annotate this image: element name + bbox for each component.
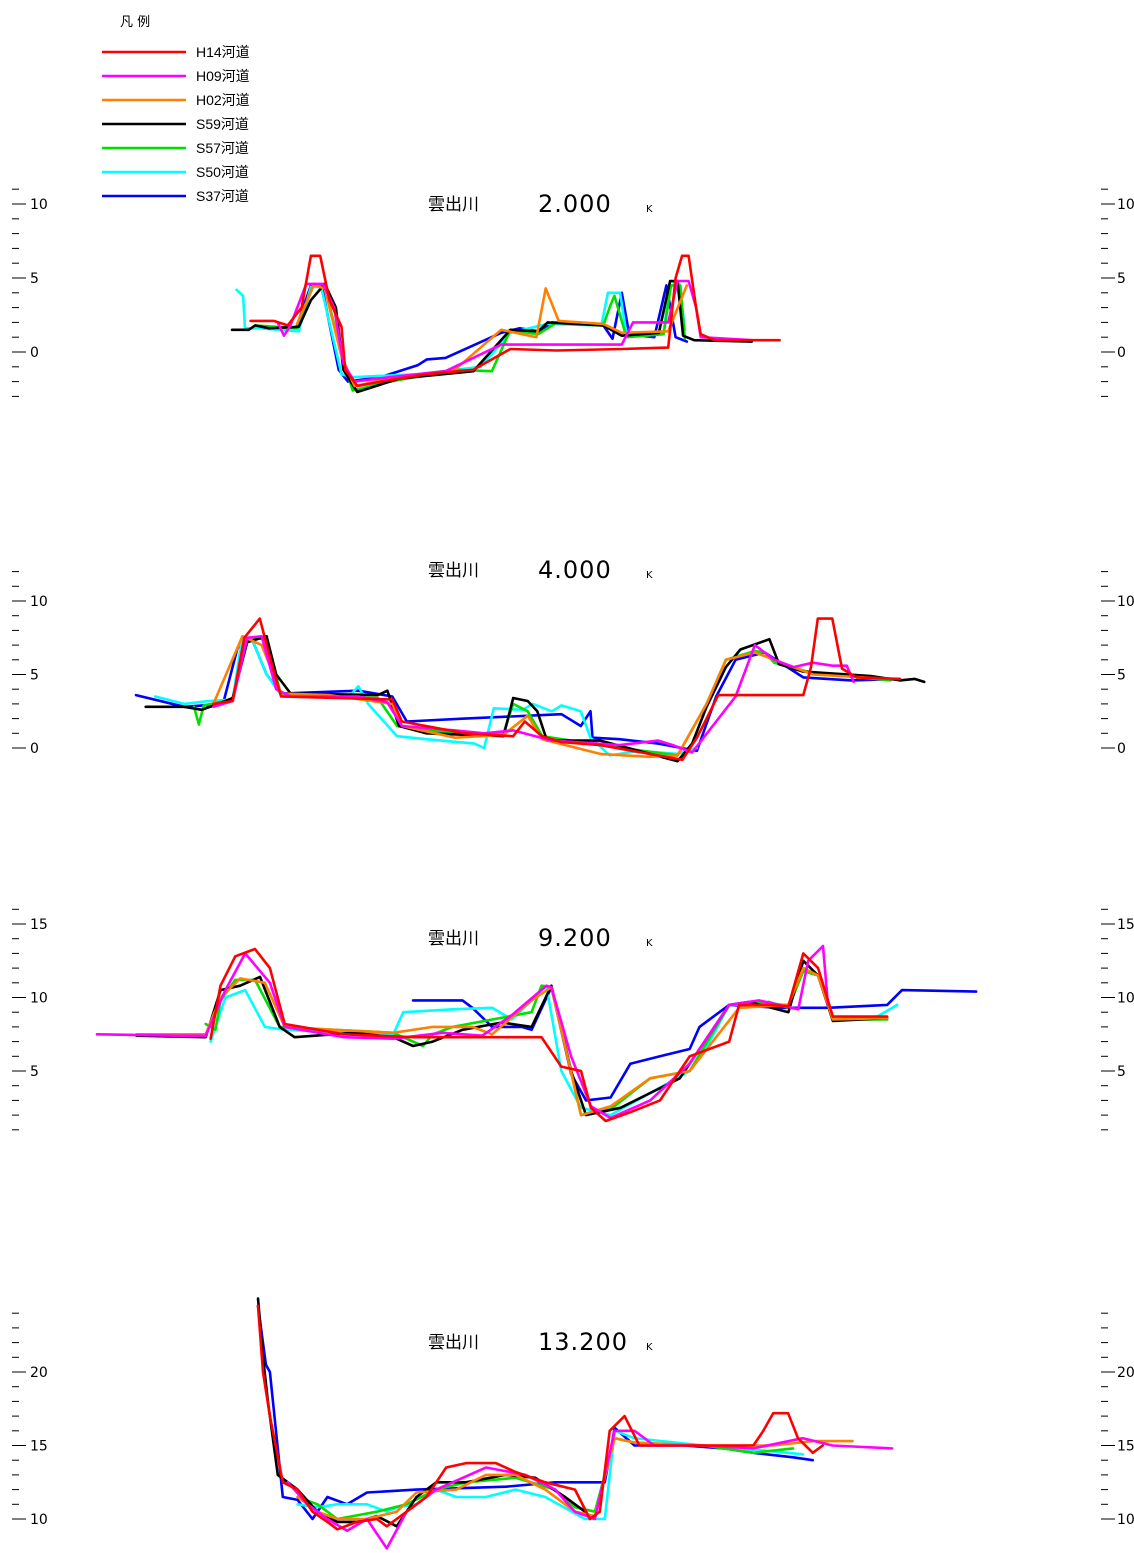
section-unit: K [646,570,653,581]
legend-label: S57河道 [196,140,249,156]
y-axis-right: 0 5 10 [1101,188,1134,397]
series-line-H09河道 [286,1429,894,1550]
y-tick-label: 5 [1117,271,1126,287]
legend-title: 凡 例 [120,15,150,30]
y-tick-label: 20 [1117,1365,1134,1381]
series-line-S37河道 [411,985,978,1102]
series-line-S37河道 [256,1304,815,1521]
y-tick-label: 5 [30,668,39,684]
y-tick-label: 5 [1117,668,1126,684]
legend-item: H02河道 [102,92,250,108]
y-tick-label: 15 [1117,917,1134,933]
legend-label: S50河道 [196,164,249,180]
y-tick-label: 5 [30,271,39,287]
cross-section-panel: 雲出川 4.000 K 0 5 10 0 5 10 [12,556,1134,763]
y-tick-label: 10 [30,197,48,213]
section-km: 4.000 [538,556,612,584]
section-unit: K [646,204,653,215]
river-name: 雲出川 [428,1333,479,1353]
legend-label: S37河道 [196,188,249,204]
y-axis-left: 0 5 10 [12,571,48,757]
series-line-H02河道 [135,966,889,1117]
legend-label: H09河道 [196,68,250,84]
y-tick-label: 10 [30,594,48,610]
y-tick-label: 10 [1117,594,1134,610]
series-group [256,1297,894,1550]
legend-items: H14河道 H09河道 H02河道 S59河道 S57河道 S50河道 S37河道 [102,44,250,204]
section-km: 9.200 [538,924,612,952]
y-axis-left: 10 15 20 [12,1312,48,1528]
y-tick-label: 10 [1117,991,1134,1007]
series-line-H09河道 [212,634,855,754]
legend-item: S59河道 [102,116,249,132]
cross-section-panel: 雲出川 2.000 K 0 5 10 0 5 10 [12,188,1134,397]
chart-panels: 雲出川 2.000 K 0 5 10 0 5 10 雲出川 4.000 K 0 5 10 0 5 10 雲出川 9.2… [12,188,1134,1550]
legend: 凡 例 H14河道 H09河道 H02河道 S59河道 S57河道 S50河道 S37河道 [102,15,250,204]
section-unit: K [646,1342,653,1353]
legend-label: H02河道 [196,92,250,108]
y-axis-left: 0 5 10 [12,188,48,397]
y-tick-label: 0 [1117,741,1126,757]
river-name: 雲出川 [428,561,479,581]
series-group [134,617,926,763]
river-name: 雲出川 [428,929,479,949]
y-tick-label: 15 [30,1439,48,1455]
series-group [95,944,978,1123]
y-tick-label: 5 [1117,1064,1126,1080]
y-tick-label: 10 [30,1512,48,1528]
y-axis-right: 0 5 10 [1101,571,1134,757]
legend-label: H14河道 [196,44,250,60]
cross-section-panel: 雲出川 13.200 K 10 15 20 10 15 20 [12,1297,1134,1550]
legend-item: S57河道 [102,140,249,156]
section-unit: K [646,938,653,949]
y-tick-label: 0 [1117,345,1126,361]
y-tick-label: 0 [30,345,39,361]
legend-item: S37河道 [102,188,249,204]
series-line-H14河道 [256,1304,825,1531]
series-line-H14河道 [249,254,781,388]
y-tick-label: 15 [30,917,48,933]
y-tick-label: 15 [1117,1439,1134,1455]
series-line-S59河道 [135,959,889,1117]
y-tick-label: 10 [30,991,48,1007]
y-tick-label: 20 [30,1365,48,1381]
series-line-S59河道 [144,634,926,763]
y-tick-label: 10 [1117,1512,1134,1528]
series-line-H09河道 [95,944,830,1120]
y-tick-label: 0 [30,741,39,757]
legend-item: H14河道 [102,44,250,60]
cross-section-panel: 雲出川 9.200 K 5 10 15 5 10 15 [12,908,1134,1131]
series-line-H14河道 [209,947,889,1123]
y-axis-right: 5 10 15 [1101,908,1134,1131]
series-line-H14河道 [212,617,902,762]
y-tick-label: 10 [1117,197,1134,213]
y-axis-right: 10 15 20 [1101,1312,1134,1528]
section-km: 2.000 [538,190,612,218]
legend-label: S59河道 [196,116,249,132]
series-group [230,254,781,394]
series-line-H02河道 [212,634,892,759]
y-axis-left: 5 10 15 [12,908,48,1131]
legend-item: H09河道 [102,68,250,84]
section-km: 13.200 [538,1328,628,1356]
legend-item: S50河道 [102,164,249,180]
series-line-H02河道 [295,284,689,388]
series-line-S50河道 [296,1429,805,1521]
river-name: 雲出川 [428,195,479,215]
y-tick-label: 5 [30,1064,39,1080]
